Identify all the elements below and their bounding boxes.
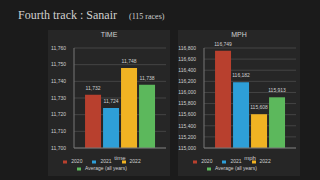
html-text:Average (all years): Average (all years) [85,165,127,171]
svg-text:11,732: 11,732 [86,85,101,91]
svg-text:11,738: 11,738 [140,75,155,81]
svg-text:116,000: 116,000 [178,89,196,95]
html-text:Average (all years): Average (all years) [215,165,257,171]
svg-text:116,182: 116,182 [232,72,250,78]
svg-text:116,200: 116,200 [178,78,196,84]
html-text:2021: 2021 [230,158,242,164]
svg-text:11,700: 11,700 [51,145,66,151]
svg-text:115,800: 115,800 [178,100,196,106]
html-text:2022: 2022 [129,158,141,164]
svg-text:115,608: 115,608 [250,104,268,110]
html-text:TIME: TIME [100,31,118,38]
svg-text:11,730: 11,730 [51,95,66,101]
svg-text:11,710: 11,710 [51,128,66,134]
svg-text:mph: mph [244,155,256,161]
svg-text:11,720: 11,720 [51,111,66,117]
svg-text:116,400: 116,400 [178,67,196,73]
html-text:2022: 2022 [259,158,271,164]
svg-text:115,000: 115,000 [178,145,196,151]
svg-text:116,600: 116,600 [178,56,196,62]
html-text:Fourth track : Sanair: Fourth track : Sanair [18,8,117,22]
svg-text:116,800: 116,800 [178,45,196,51]
html-text:MPH: MPH [231,31,247,38]
svg-text:time: time [114,155,126,161]
svg-text:11,724: 11,724 [104,98,119,104]
svg-text:11,740: 11,740 [51,78,66,84]
html-text:(115 races): (115 races) [129,12,165,21]
svg-text:115,400: 115,400 [178,123,196,129]
html-text:2021: 2021 [100,158,112,164]
svg-text:115,200: 115,200 [178,134,196,140]
svg-text:11,760: 11,760 [51,45,66,51]
html-text:2020: 2020 [201,158,213,164]
html-text:2020: 2020 [71,158,83,164]
svg-text:115,600: 115,600 [178,111,196,117]
svg-text:11,748: 11,748 [122,58,137,64]
svg-text:115,913: 115,913 [268,87,286,93]
svg-text:116,749: 116,749 [214,41,232,47]
svg-text:11,750: 11,750 [51,61,66,67]
